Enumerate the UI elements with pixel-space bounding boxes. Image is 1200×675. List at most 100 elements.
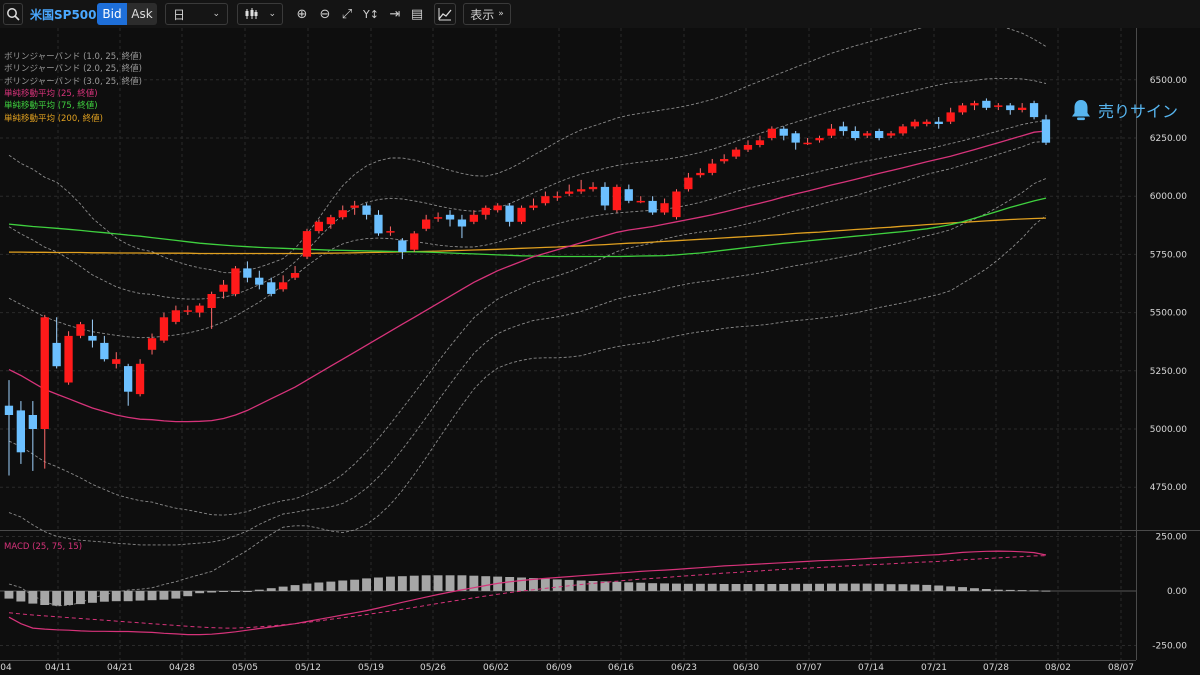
bb3-upper-line bbox=[8, 28, 1047, 274]
legend-item: 単純移動平均 (75, 終値) bbox=[4, 101, 98, 112]
macd-histogram-bar bbox=[1005, 589, 1015, 591]
price-tick-label: 5500.00 bbox=[1150, 309, 1187, 319]
candle-body bbox=[994, 105, 1003, 107]
legend-item: 単純移動平均 (200, 終値) bbox=[4, 113, 103, 124]
date-tick-label: 06/23 bbox=[671, 663, 697, 673]
candle-body bbox=[577, 189, 586, 192]
macd-histogram-bar bbox=[529, 578, 538, 591]
candle-body bbox=[672, 191, 681, 218]
candle-body bbox=[207, 294, 216, 308]
moving-averages bbox=[8, 130, 1047, 423]
candle-body bbox=[445, 214, 455, 220]
macd-tick-label: 250.00 bbox=[1156, 533, 1188, 543]
macd-histogram-bar bbox=[457, 575, 467, 591]
document-icon[interactable]: ▤ bbox=[410, 6, 424, 22]
bollinger-bands bbox=[8, 28, 1047, 607]
legend-item: 単純移動平均 (25, 終値) bbox=[4, 88, 98, 99]
candle-body bbox=[660, 203, 669, 213]
indicator-icon bbox=[438, 8, 452, 21]
macd-histogram-bar bbox=[719, 584, 729, 591]
bb2-lower-line bbox=[8, 178, 1047, 546]
candle-body bbox=[159, 317, 169, 341]
candle-body bbox=[684, 177, 693, 190]
display-button[interactable]: 表示 » bbox=[463, 3, 511, 25]
auto-scale-icon[interactable]: Y↕ bbox=[363, 7, 379, 21]
macd-histogram-bar bbox=[946, 586, 956, 591]
date-tick-label: 06/02 bbox=[483, 663, 509, 673]
macd-histogram-bar bbox=[338, 580, 348, 591]
candle-body bbox=[135, 363, 145, 395]
candle-body bbox=[541, 196, 550, 204]
price-tick-label: 6500.00 bbox=[1150, 76, 1187, 86]
candle-body bbox=[588, 186, 598, 190]
candle-body bbox=[231, 268, 240, 294]
search-button[interactable] bbox=[3, 3, 23, 25]
instrument-name[interactable]: 米国SP500 bbox=[30, 8, 97, 22]
macd-histogram-bar bbox=[660, 583, 669, 591]
macd-histogram-bar bbox=[576, 580, 586, 591]
date-tick-label: 05/26 bbox=[420, 663, 446, 673]
candle-body bbox=[743, 145, 753, 150]
macd-histogram-bar bbox=[838, 583, 848, 591]
candle-body bbox=[147, 338, 157, 350]
candle-body bbox=[553, 196, 562, 198]
macd-histogram-bar bbox=[76, 591, 85, 605]
date-tick-label: 07/07 bbox=[796, 663, 822, 673]
indicator-button[interactable] bbox=[434, 3, 456, 25]
date-tick-label: 07/14 bbox=[858, 663, 884, 673]
candle-body bbox=[255, 277, 264, 285]
macd-histogram-bar bbox=[743, 584, 753, 591]
candle-body bbox=[267, 282, 276, 294]
candle-body bbox=[755, 140, 765, 145]
candle-body bbox=[767, 128, 776, 138]
macd-tick-label: -250.00 bbox=[1152, 642, 1187, 652]
period-select[interactable]: 日 ⌄ bbox=[165, 3, 228, 25]
zoom-in-icon[interactable]: ⊕ bbox=[296, 6, 308, 22]
macd-panel: MACD (25, 75, 15) bbox=[4, 542, 1051, 636]
macd-histogram-bar bbox=[672, 583, 681, 591]
macd-histogram-bar bbox=[815, 583, 824, 591]
date-tick-label: 06/30 bbox=[733, 663, 759, 673]
macd-histogram-bar bbox=[88, 591, 97, 603]
candle-body bbox=[88, 335, 97, 341]
macd-histogram-bar bbox=[600, 581, 610, 591]
macd-histogram-bar bbox=[827, 583, 836, 591]
chart-canvas[interactable]: MACD (25, 75, 15) 04 04/11 04/21 04/28 05/05… bbox=[0, 28, 1200, 675]
macd-histogram-bar bbox=[970, 588, 979, 591]
candle-body bbox=[40, 317, 49, 429]
candle-body bbox=[970, 103, 979, 106]
candle-body bbox=[493, 205, 502, 211]
sma75-line bbox=[8, 197, 1047, 258]
zoom-out-icon[interactable]: ⊖ bbox=[319, 6, 331, 22]
candle-body bbox=[851, 131, 860, 138]
ask-button[interactable]: Ask bbox=[127, 3, 157, 25]
macd-histogram-bar bbox=[374, 577, 383, 591]
macd-histogram-bar bbox=[779, 584, 789, 591]
macd-histogram-bar bbox=[469, 575, 479, 591]
macd-histogram-bar bbox=[505, 577, 515, 591]
date-tick-label: 05/12 bbox=[295, 663, 321, 673]
macd-histogram-bar bbox=[254, 589, 264, 591]
bb2-upper-line bbox=[8, 77, 1047, 300]
candle-body bbox=[958, 105, 967, 113]
sell-signal-label: 売りサイン bbox=[1098, 102, 1179, 121]
candle-body bbox=[243, 268, 252, 278]
macd-histogram-bar bbox=[314, 582, 324, 591]
chart-type-select[interactable]: ⌄ bbox=[237, 3, 283, 25]
candle-body bbox=[52, 342, 61, 367]
macd-histogram-bar bbox=[386, 576, 395, 591]
date-tick-label: 06/16 bbox=[608, 663, 634, 673]
macd-histogram-bar bbox=[445, 575, 455, 591]
chevron-double-down-icon: » bbox=[498, 9, 504, 19]
macd-histogram-bar bbox=[40, 591, 50, 605]
candle-body bbox=[219, 284, 228, 292]
bid-button[interactable]: Bid bbox=[97, 3, 127, 25]
macd-histogram-bar bbox=[1017, 590, 1027, 592]
sell-signal[interactable]: 売りサイン bbox=[1070, 97, 1178, 123]
fit-screen-icon[interactable]: ⤢ bbox=[341, 6, 353, 22]
sma25-line bbox=[8, 130, 1047, 423]
macd-histogram-bar bbox=[648, 583, 658, 591]
scroll-to-latest-icon[interactable]: ⇥ bbox=[389, 6, 401, 22]
date-tick-label: 04/21 bbox=[107, 663, 133, 673]
macd-histogram-bar bbox=[517, 577, 526, 591]
